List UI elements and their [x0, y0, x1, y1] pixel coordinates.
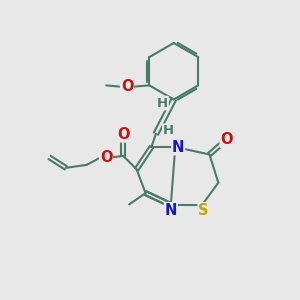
- Text: N: N: [165, 203, 177, 218]
- Text: H: H: [157, 97, 168, 110]
- Text: S: S: [198, 203, 209, 218]
- Text: N: N: [172, 140, 184, 154]
- Text: O: O: [220, 132, 233, 147]
- Text: H: H: [163, 124, 174, 137]
- Text: O: O: [117, 127, 130, 142]
- Text: O: O: [121, 79, 133, 94]
- Text: O: O: [100, 150, 112, 165]
